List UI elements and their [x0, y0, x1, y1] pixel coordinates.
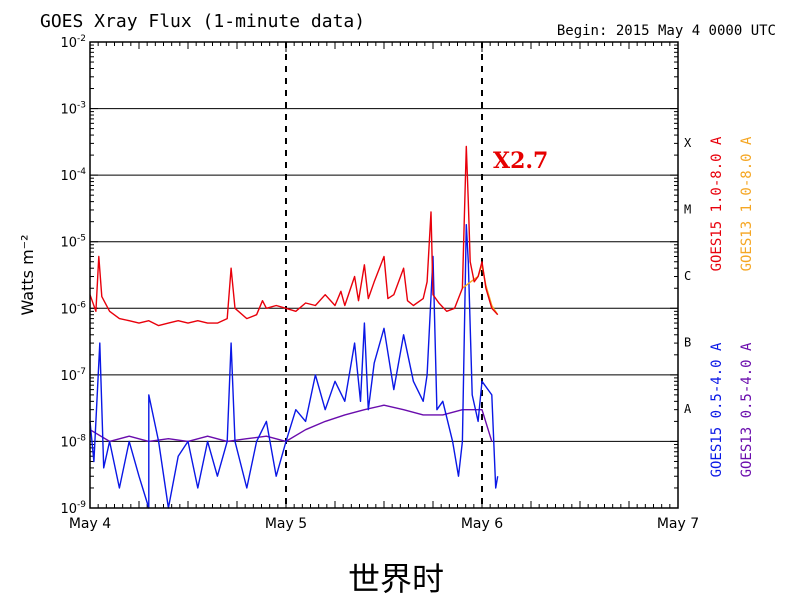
x-tick-label: May 7 — [657, 516, 699, 532]
flare-class-label: B — [684, 336, 691, 350]
flare-class-label: X — [684, 136, 692, 150]
x-tick-label: May 4 — [69, 516, 111, 532]
y-tick-label: 10-9 — [60, 500, 86, 517]
plot-area — [89, 41, 679, 509]
footer-caption: 世界时 — [348, 560, 444, 598]
chart-title: GOES Xray Flux (1-minute data) — [40, 11, 365, 32]
y-tick-label: 10-8 — [60, 433, 86, 450]
flare-annotation: X2.7 — [493, 148, 548, 174]
y-axis-label: Watts m⁻² — [18, 234, 37, 315]
x-tick-label: May 6 — [461, 516, 503, 532]
legend-item: GOES15 1.0-8.0 A — [709, 136, 725, 271]
plot-frame — [89, 41, 679, 509]
x-tick-label: May 5 — [265, 516, 307, 532]
legend-item: GOES13 0.5-4.0 A — [739, 342, 755, 477]
flare-class-label: A — [684, 402, 692, 416]
legend-item: GOES13 1.0-8.0 A — [739, 136, 755, 271]
flare-class-label: M — [684, 202, 691, 216]
y-tick-label: 10-6 — [60, 300, 86, 317]
y-tick-label: 10-3 — [60, 101, 86, 118]
series-line-goes13-1-0-8-0-a — [461, 264, 499, 316]
flare-class-label: C — [684, 269, 691, 283]
begin-time: Begin: 2015 May 4 0000 UTC — [557, 23, 776, 39]
y-tick-label: 10-7 — [60, 367, 86, 384]
y-tick-label: 10-4 — [60, 167, 86, 184]
y-tick-label: 10-5 — [60, 234, 86, 251]
y-tick-label: 10-2 — [60, 34, 86, 51]
series-line-goes15-0-5-4-0-a — [89, 224, 499, 509]
series-line-goes15-1-0-8-0-a — [89, 145, 499, 327]
legend-item: GOES15 0.5-4.0 A — [709, 342, 725, 477]
